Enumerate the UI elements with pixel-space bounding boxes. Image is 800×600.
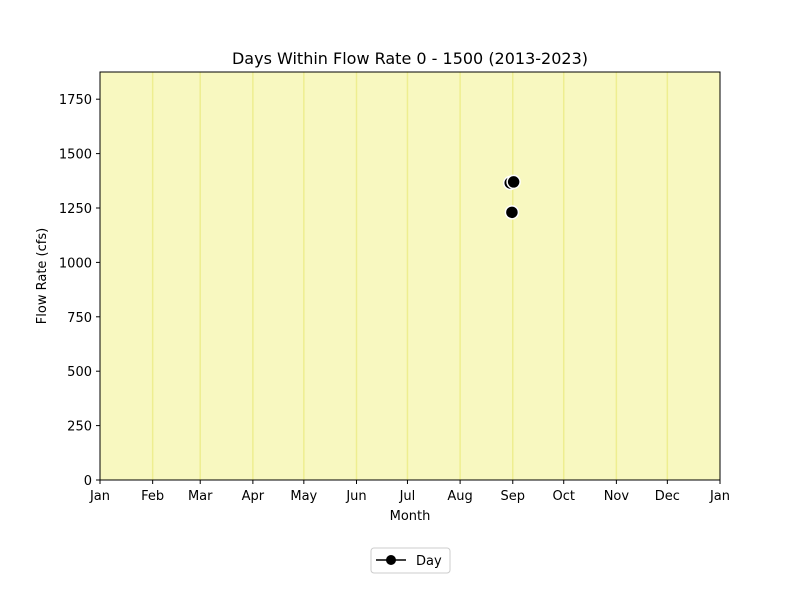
x-tick-label: May (290, 489, 317, 504)
legend-label-day: Day (416, 554, 442, 569)
plot-frame (99, 71, 721, 481)
x-tick-label: Apr (242, 489, 265, 504)
data-point (506, 174, 521, 190)
x-tick-label: Jun (345, 489, 366, 504)
x-tick-label: Dec (655, 489, 680, 504)
y-axis-ticks: 0 250 500 750 1000 1250 1500 1750 (59, 93, 100, 489)
y-tick-label: 750 (67, 311, 92, 326)
legend-box (370, 547, 451, 574)
grid-lines (151, 72, 669, 480)
chart-title: Days Within Flow Rate 0 - 1500 (2013-202… (232, 49, 588, 68)
y-axis-title: Flow Rate (cfs) (35, 228, 50, 324)
x-tick-label: Jan (89, 489, 110, 504)
x-axis-ticks: Jan Feb Mar Apr May Jun Jul Aug Sep Oct Nov Dec Jan (89, 480, 730, 504)
y-tick-label: 1750 (59, 93, 92, 108)
y-tick-label: 1000 (59, 256, 92, 271)
x-tick-label: Feb (141, 489, 164, 504)
x-tick-label: Jul (399, 489, 416, 504)
x-tick-label: Mar (188, 489, 213, 504)
data-points (502, 174, 521, 220)
x-tick-label: Jan (709, 489, 730, 504)
legend-marker (386, 555, 396, 565)
data-point (504, 205, 520, 220)
x-tick-label: Oct (552, 489, 574, 504)
x-tick-label: Aug (447, 489, 472, 504)
legend: Day (370, 547, 451, 574)
x-tick-label: Sep (501, 489, 526, 504)
y-tick-label: 250 (67, 420, 92, 435)
plot-area (100, 72, 720, 480)
y-tick-label: 1250 (59, 202, 92, 217)
y-tick-label: 0 (84, 474, 92, 489)
x-axis-title: Month (390, 509, 431, 524)
y-tick-label: 1500 (59, 148, 92, 163)
y-tick-label: 500 (67, 365, 92, 380)
x-tick-label: Nov (604, 489, 630, 504)
